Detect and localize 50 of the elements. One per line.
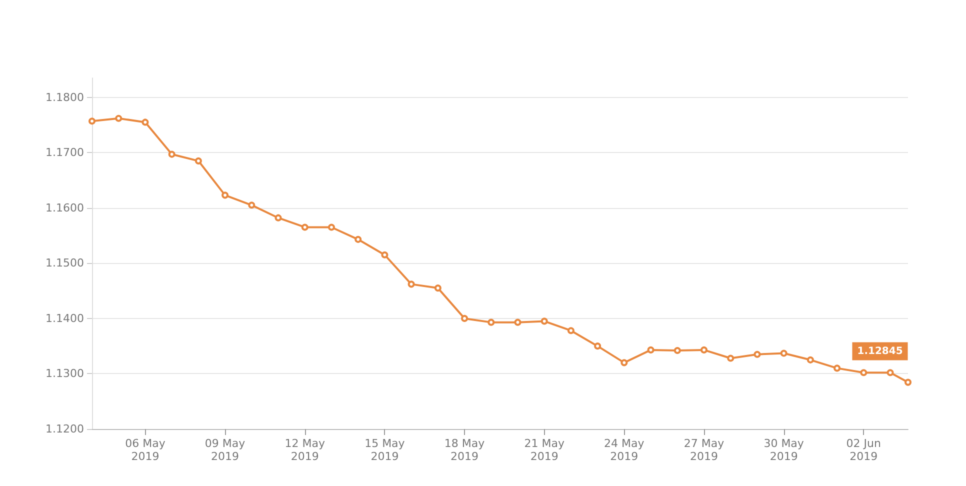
- point: [647, 346, 654, 354]
- x-tick-label: 24 May 2019: [604, 437, 645, 463]
- point: [806, 356, 814, 364]
- point: [727, 354, 734, 362]
- point: [540, 318, 548, 325]
- point: [904, 378, 912, 386]
- point: [115, 114, 122, 122]
- point: [354, 236, 362, 243]
- point: [434, 284, 442, 292]
- x-tick-label: 12 May 2019: [284, 437, 326, 463]
- point: [142, 118, 149, 126]
- y-tick-label: 1.1200: [46, 422, 84, 436]
- point: [700, 346, 708, 354]
- x-tick-label: 21 May 2019: [524, 437, 565, 463]
- y-tick-label: 1.1500: [46, 256, 84, 270]
- point: [408, 280, 415, 288]
- point: [594, 342, 602, 350]
- point: [514, 318, 522, 326]
- point: [834, 364, 841, 372]
- x-tick-label: 06 May 2019: [125, 437, 166, 463]
- point: [168, 150, 176, 158]
- y-tick-label: 1.1800: [46, 90, 84, 104]
- y-tick-label: 1.1400: [46, 312, 84, 325]
- point: [780, 350, 788, 357]
- point: [567, 327, 574, 334]
- y-tick-label: 1.1300: [46, 367, 84, 380]
- point: [860, 369, 868, 376]
- point: [328, 224, 335, 231]
- point: [381, 251, 388, 258]
- point: [248, 202, 256, 209]
- point: [674, 347, 681, 354]
- x-tick-label: 02 Jun 2019: [846, 437, 882, 463]
- point: [488, 318, 495, 326]
- point: [222, 192, 229, 199]
- point: [88, 118, 96, 125]
- x-tick-label: 30 May 2019: [764, 437, 804, 463]
- point: [461, 314, 468, 322]
- point: [886, 369, 894, 376]
- point: [620, 359, 628, 366]
- x-tick-label: 15 May 2019: [364, 437, 406, 463]
- point: [274, 214, 282, 222]
- x-tick-label: 09 May 2019: [204, 437, 246, 463]
- y-tick-label: 1.1600: [46, 201, 84, 214]
- y-tick-label: 1.1700: [46, 146, 84, 160]
- point: [194, 157, 202, 164]
- annotation: 1.12845: [857, 346, 903, 357]
- point: [754, 350, 761, 358]
- point: [301, 224, 308, 231]
- x-tick-label: 18 May 2019: [444, 437, 486, 463]
- x-tick-label: 27 May 2019: [684, 437, 725, 463]
